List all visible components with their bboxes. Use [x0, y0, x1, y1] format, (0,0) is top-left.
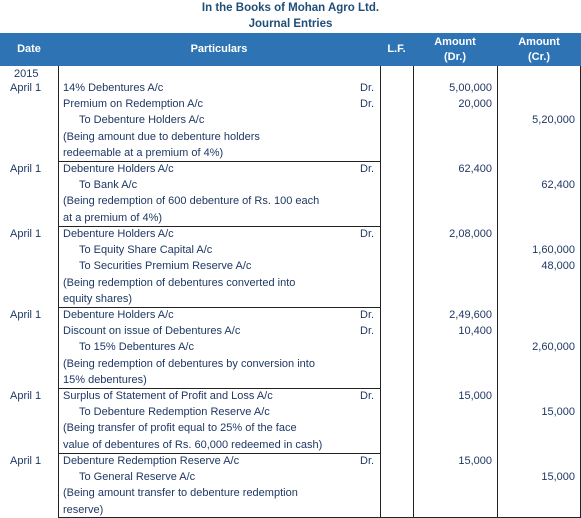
credit-amount: 5,20,000 [532, 114, 575, 127]
debit-amount: 15,000 [458, 390, 492, 402]
column-header-amount-cr: Amount (Cr.) [497, 33, 581, 66]
column-divider [497, 66, 498, 518]
credit-amount: 15,000 [541, 406, 575, 419]
company-title: In the Books of Mohan Agro Ltd. [201, 2, 380, 14]
account-line: Discount on issue of Debentures A/c [63, 325, 241, 338]
narration-line: (Being transfer of profit equal to 25% o… [63, 422, 297, 435]
amount-cr-label: Amount [518, 35, 560, 48]
debit-amount: 2,08,000 [449, 228, 492, 240]
debit-amount: 15,000 [458, 455, 492, 467]
debit-marker: Dr. [360, 228, 375, 240]
account-line: Debenture Holders A/c [63, 228, 174, 240]
entry-date: April 1 [10, 309, 42, 321]
credit-amount: 1,60,000 [532, 244, 575, 257]
account-line: To Debenture Holders A/c [79, 114, 205, 127]
debit-amount: 10,400 [458, 325, 492, 338]
credit-amount: 2,60,000 [532, 341, 575, 354]
entry-date: April 1 [10, 390, 42, 402]
credit-amount: 15,000 [541, 471, 575, 484]
narration-line: reserve) [63, 503, 104, 516]
entry-divider [58, 388, 380, 389]
entry-divider [58, 307, 380, 308]
account-line: To 15% Debentures A/c [79, 341, 194, 354]
narration-line: value of debentures of Rs. 60,000 redeem… [63, 438, 323, 451]
amount-dr-unit: (Dr.) [444, 50, 466, 63]
column-header-date: Date [17, 43, 41, 55]
debit-marker: Dr. [360, 163, 375, 175]
entry-date: April 1 [10, 163, 42, 175]
narration-line: (Being amount transfer to debenture rede… [63, 487, 298, 500]
entry-date: April 1 [10, 228, 42, 240]
journal-title: Journal Entries [248, 18, 333, 30]
narration-line: (Being redemption of debentures by conve… [63, 357, 315, 370]
account-line: Surplus of Statement of Profit and Loss … [63, 390, 273, 402]
debit-marker: Dr. [360, 98, 375, 111]
debit-amount: 62,400 [458, 163, 492, 175]
narration-line: (Being redemption of debentures converte… [63, 276, 296, 289]
narration-line: 15% debentures) [63, 373, 147, 386]
entry-divider [58, 226, 380, 227]
entry-divider [58, 453, 380, 454]
amount-cr-unit: (Cr.) [528, 50, 550, 63]
debit-marker: Dr. [360, 390, 375, 402]
debit-marker: Dr. [360, 82, 375, 94]
narration-line: at a premium of 4%) [63, 211, 163, 224]
account-line: To Securities Premium Reserve A/c [79, 260, 252, 273]
entry-divider [58, 161, 380, 162]
entry-date: April 1 [10, 455, 42, 467]
debit-marker: Dr. [360, 455, 375, 467]
credit-amount: 48,000 [541, 260, 575, 273]
column-header-particulars: Particulars [190, 43, 248, 55]
account-line: Debenture Holders A/c [63, 163, 174, 175]
account-line: To General Reserve A/c [79, 471, 196, 484]
narration-line: equity shares) [63, 292, 133, 305]
account-line: Debenture Redemption Reserve A/c [63, 455, 240, 467]
account-line: Debenture Holders A/c [63, 309, 174, 321]
debit-amount: 20,000 [458, 98, 492, 111]
debit-amount: 2,49,600 [449, 309, 492, 321]
account-line: 14% Debentures A/c [63, 82, 164, 94]
amount-dr-label: Amount [434, 35, 476, 48]
account-line: To Equity Share Capital A/c [79, 244, 213, 257]
debit-marker: Dr. [360, 309, 375, 321]
account-line: To Debenture Redemption Reserve A/c [79, 406, 270, 419]
table-header [0, 33, 581, 66]
column-header-lf: L.F. [387, 43, 406, 55]
entry-date: April 1 [10, 82, 42, 94]
column-header-amount-dr: Amount (Dr.) [413, 33, 497, 66]
narration-line: redeemable at a premium of 4%) [63, 146, 224, 159]
column-divider [380, 66, 381, 518]
debit-marker: Dr. [360, 325, 375, 338]
narration-line: (Being amount due to debenture holders [63, 130, 260, 143]
column-divider [58, 66, 59, 518]
account-line: Premium on Redemption A/c [63, 98, 204, 111]
year-label: 2015 [14, 68, 39, 80]
account-line: To Bank A/c [79, 179, 138, 192]
credit-amount: 62,400 [541, 179, 575, 192]
narration-line: (Being redemption of 600 debenture of Rs… [63, 195, 320, 208]
debit-amount: 5,00,000 [449, 82, 492, 94]
column-divider [413, 66, 414, 518]
